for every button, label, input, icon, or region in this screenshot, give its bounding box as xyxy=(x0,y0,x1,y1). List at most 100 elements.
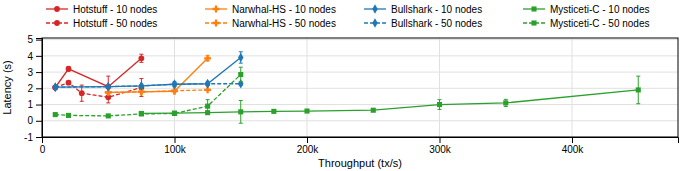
point xyxy=(238,72,243,77)
y-axis: -1 0 1 2 3 4 5 xyxy=(24,34,42,142)
y-tick-label: -1 xyxy=(24,132,33,143)
legend-label: Bullshark - 50 nodes xyxy=(391,18,482,29)
series xyxy=(53,67,244,118)
point xyxy=(172,111,177,116)
series xyxy=(52,54,144,97)
y-grid-line xyxy=(42,104,678,105)
point xyxy=(172,111,177,116)
y-axis-title: Latency (s) xyxy=(1,60,13,114)
y-tick: 5 xyxy=(27,34,42,45)
series-line xyxy=(55,75,241,116)
point xyxy=(53,112,58,117)
series-line xyxy=(55,58,141,87)
y-tick: 2 xyxy=(27,83,42,94)
series-line xyxy=(141,90,638,114)
y-tick-mark xyxy=(36,121,42,122)
series xyxy=(105,87,211,96)
error-bar xyxy=(67,66,71,71)
y-tick: 1 xyxy=(27,99,42,110)
series xyxy=(53,79,244,92)
y-grid-line xyxy=(42,120,678,121)
legend-item: Narwhal-HS - 50 nodes xyxy=(205,18,336,29)
point xyxy=(53,82,58,91)
point xyxy=(106,82,111,91)
point xyxy=(66,80,72,86)
x-axis-title: Throughput (tx/s) xyxy=(318,157,402,169)
x-tick-label: 0 xyxy=(40,144,46,155)
point xyxy=(636,87,641,92)
point xyxy=(138,55,144,61)
series xyxy=(53,52,244,92)
point xyxy=(106,82,111,91)
point xyxy=(205,79,210,88)
x-axis: 0 100k 200k 300k 400k xyxy=(40,137,679,155)
legend-symbol xyxy=(372,4,377,13)
y-grid-line xyxy=(42,39,678,40)
x-tick-label: 100k xyxy=(164,144,187,155)
x-tick-mark xyxy=(440,137,441,143)
series-line xyxy=(55,84,241,87)
y-tick-label: 0 xyxy=(27,115,33,126)
x-tick: 100k xyxy=(164,137,187,155)
error-bar xyxy=(636,76,640,104)
plot-marks xyxy=(52,52,640,123)
point xyxy=(205,79,210,88)
error-bar xyxy=(504,99,508,106)
series-line xyxy=(108,90,207,92)
y-tick-mark xyxy=(36,88,42,89)
error-bar xyxy=(139,54,143,62)
legend-item: Mysticeti-C - 50 nodes xyxy=(523,18,649,29)
y-tick: 3 xyxy=(27,67,42,78)
legend-symbol xyxy=(531,20,536,25)
point xyxy=(172,80,177,89)
y-tick-mark xyxy=(36,105,42,106)
point xyxy=(238,109,243,114)
legend-label: Mysticeti-C - 10 nodes xyxy=(550,4,649,15)
legend-symbol xyxy=(213,20,220,27)
x-grid-line xyxy=(439,38,440,137)
x-grid-line xyxy=(307,38,308,137)
y-tick: 0 xyxy=(27,115,42,126)
y-tick-label: 5 xyxy=(27,34,33,45)
y-tick-label: 4 xyxy=(27,51,33,62)
x-tick: 400k xyxy=(562,137,585,155)
x-axis-line xyxy=(43,138,679,144)
point xyxy=(66,66,72,72)
point xyxy=(139,81,144,90)
x-tick-label: 300k xyxy=(429,144,452,155)
legend-item: Narwhal-HS - 10 nodes xyxy=(205,4,336,15)
point xyxy=(53,82,58,91)
x-tick-mark xyxy=(175,137,176,143)
x-tick-mark xyxy=(572,137,573,143)
point xyxy=(66,113,71,118)
y-tick: -1 xyxy=(24,132,42,143)
legend-item: Hotstuff - 10 nodes xyxy=(46,4,157,15)
legend-symbol xyxy=(54,6,60,12)
series xyxy=(52,79,144,103)
legend-label: Hotstuff - 50 nodes xyxy=(73,18,157,29)
y-tick-mark xyxy=(36,137,42,138)
point xyxy=(139,111,144,116)
error-bar xyxy=(239,52,243,63)
point xyxy=(437,102,442,107)
point xyxy=(371,108,376,113)
legend-symbol xyxy=(213,6,220,13)
y-tick-mark xyxy=(36,56,42,57)
legend-item: Bullshark - 50 nodes xyxy=(364,18,482,29)
point xyxy=(172,80,177,89)
legend-label: Mysticeti-C - 50 nodes xyxy=(550,18,649,29)
legend-label: Hotstuff - 10 nodes xyxy=(73,4,157,15)
grid xyxy=(42,38,678,137)
error-bar xyxy=(206,100,210,113)
series-line xyxy=(55,57,241,87)
legend: Hotstuff - 10 nodes Hotstuff - 50 nodes Na… xyxy=(46,4,649,29)
chart: 0 100k 200k 300k 400k -1 0 1 2 3 4 5 Throughput (tx/… xyxy=(0,0,688,171)
legend-item: Hotstuff - 50 nodes xyxy=(46,18,157,29)
point xyxy=(139,111,144,116)
point xyxy=(204,55,211,62)
x-tick: 200k xyxy=(297,137,320,155)
point xyxy=(271,109,276,114)
series xyxy=(105,55,211,96)
x-tick-label: 200k xyxy=(297,144,320,155)
y-tick-label: 3 xyxy=(27,67,33,78)
